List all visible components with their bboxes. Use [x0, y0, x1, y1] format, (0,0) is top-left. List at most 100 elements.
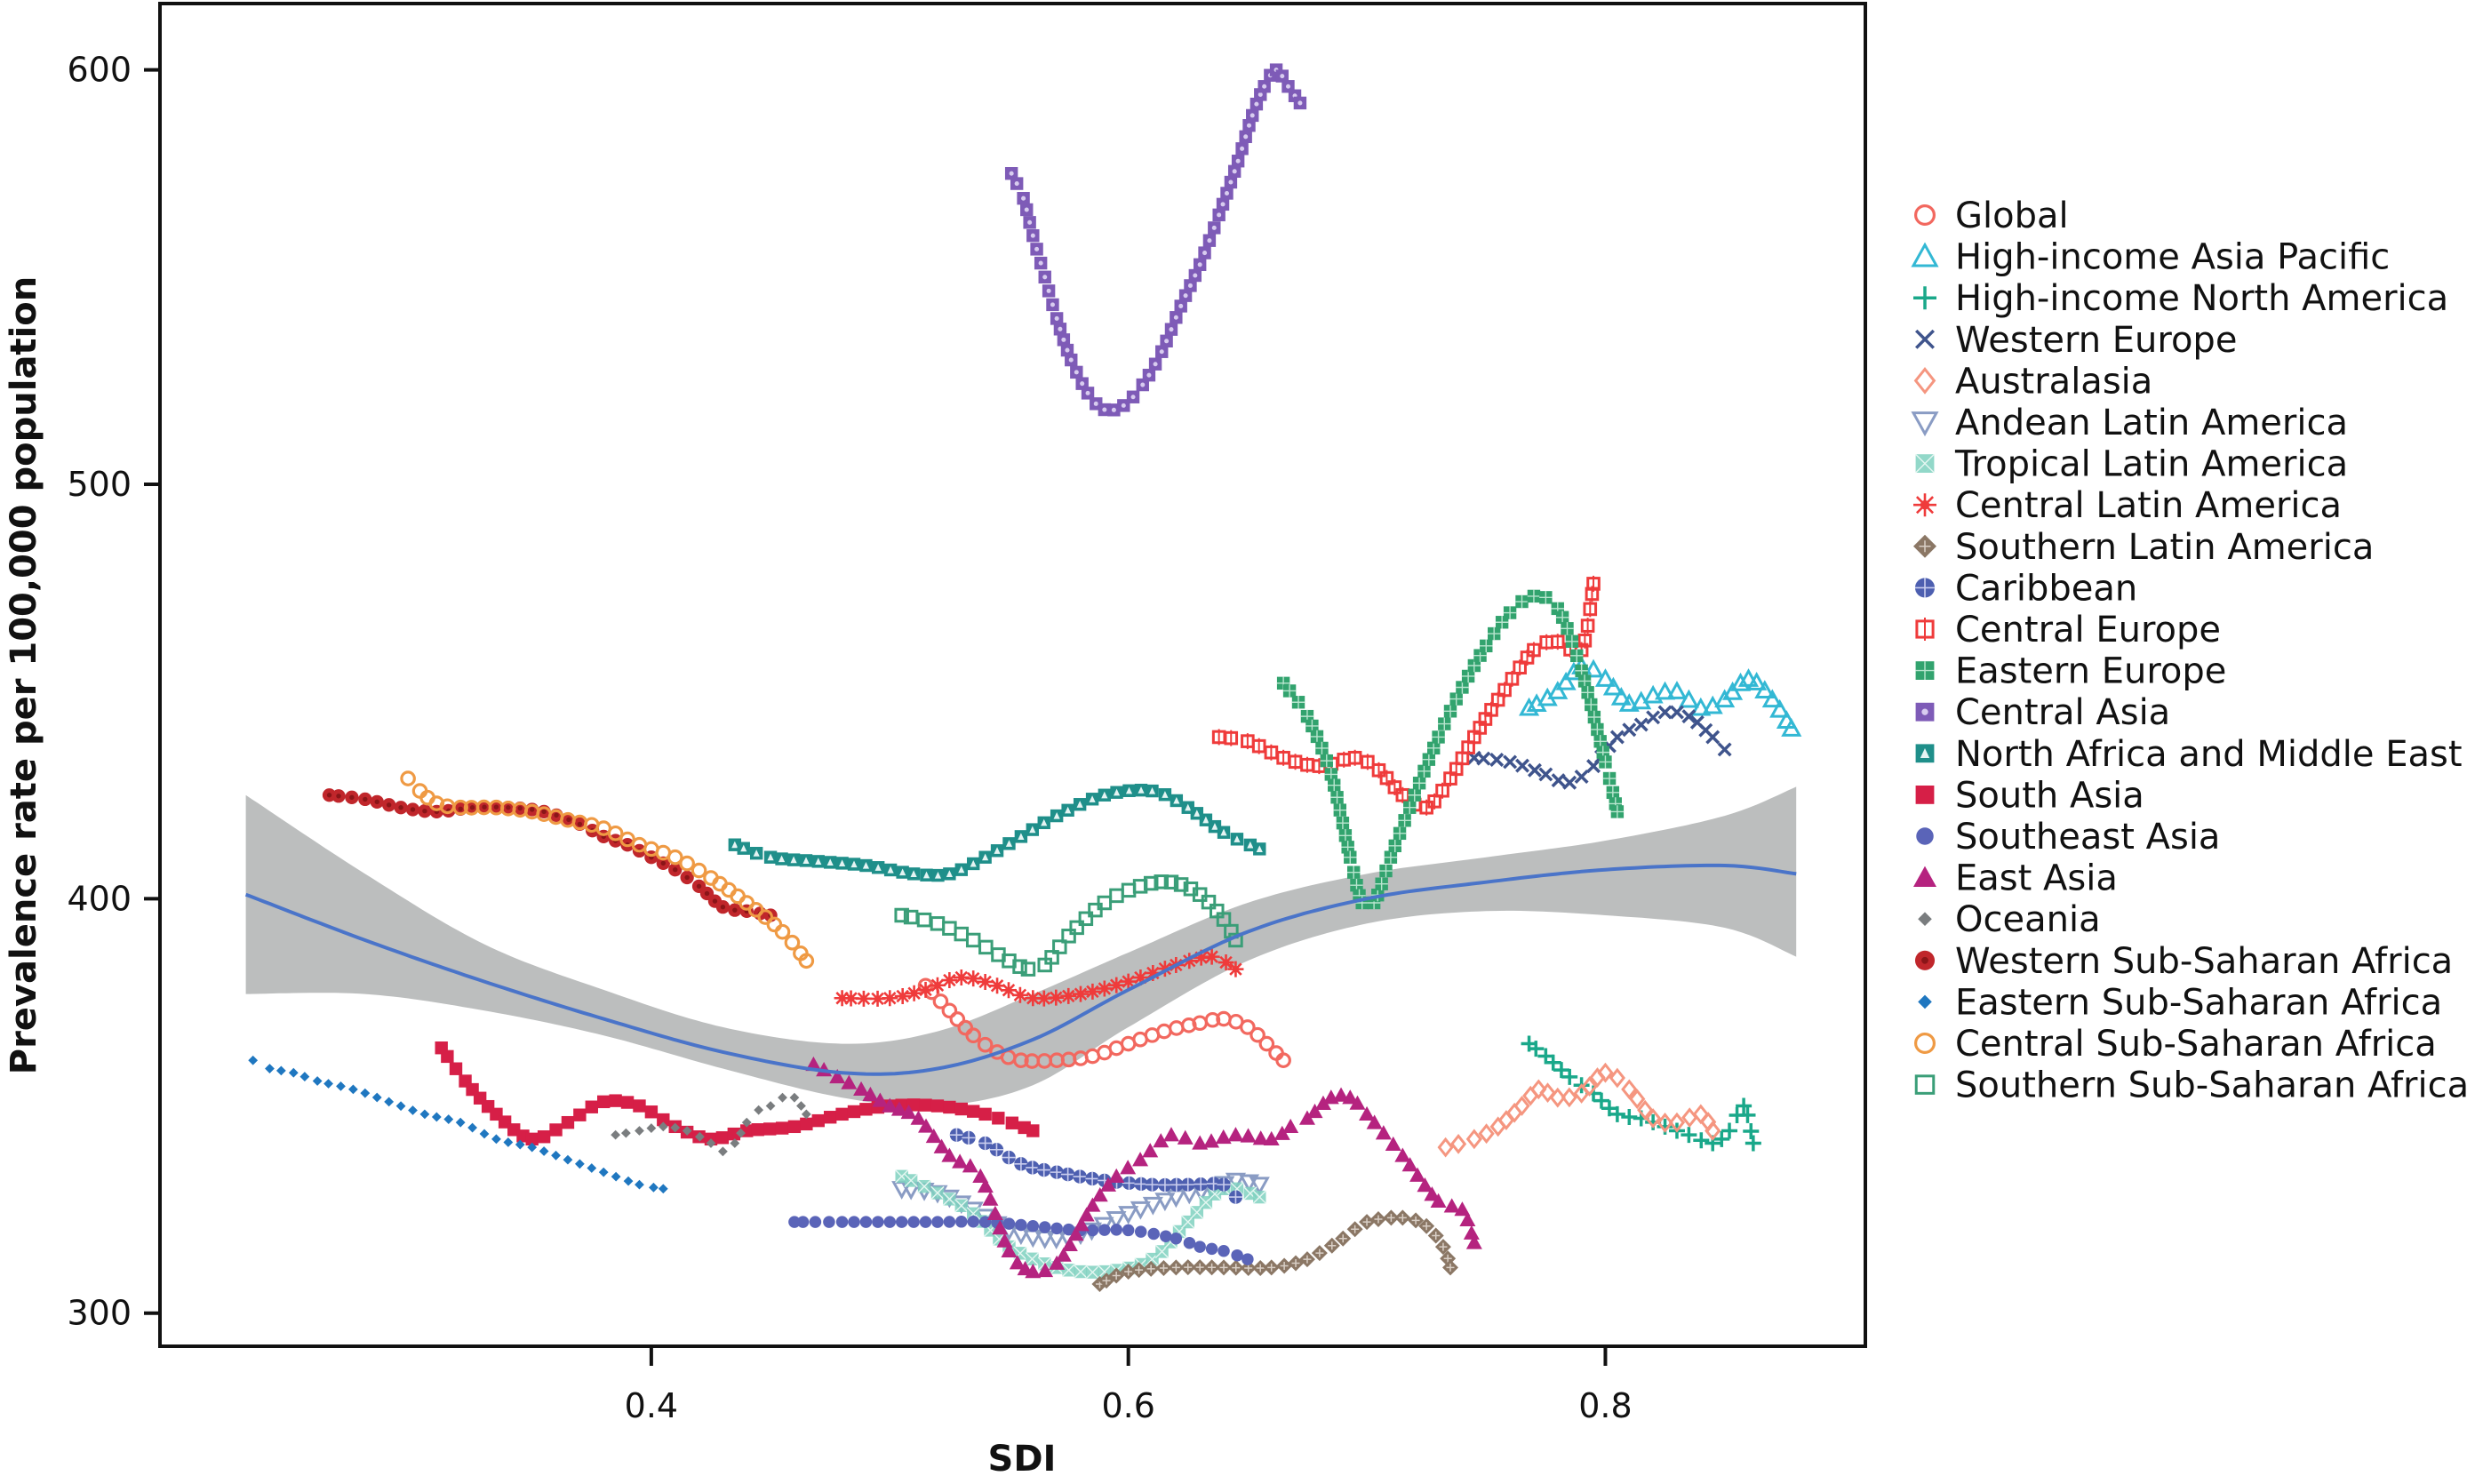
- data-point: [1346, 866, 1361, 879]
- data-point: [691, 862, 707, 879]
- data-point: [1235, 142, 1249, 156]
- data-point: [932, 993, 949, 1009]
- data-point: [1183, 1236, 1196, 1249]
- data-point: [400, 770, 416, 786]
- data-point: [1528, 1041, 1545, 1057]
- data-point: [1000, 982, 1017, 999]
- data-point: [515, 1139, 525, 1150]
- data-point: [1042, 284, 1056, 298]
- data-point: [1480, 639, 1493, 653]
- data-point: [800, 1117, 813, 1131]
- data-point: [957, 1019, 974, 1036]
- data-point: [1375, 877, 1388, 890]
- data-point: [1561, 622, 1574, 635]
- data-point: [1276, 1257, 1293, 1274]
- data-point: [949, 1011, 966, 1027]
- data-point: [1037, 1262, 1054, 1278]
- data-point: [796, 1101, 806, 1111]
- data-point: [620, 1128, 631, 1138]
- data-point: [657, 1113, 670, 1127]
- data-point: [1136, 378, 1149, 392]
- data-point: [1164, 323, 1178, 336]
- data-point: [778, 1092, 787, 1103]
- data-point: [848, 1216, 860, 1228]
- data-point: [1489, 753, 1505, 768]
- data-point: [1134, 1225, 1147, 1238]
- data-point: [801, 1109, 811, 1120]
- legend-label: South Asia: [1955, 775, 2144, 816]
- data-point: [1505, 670, 1520, 687]
- data-point: [882, 990, 898, 1007]
- data-point: [1666, 681, 1688, 699]
- data-point: [1562, 775, 1577, 790]
- data-point: [972, 1168, 989, 1183]
- data-point: [1342, 1089, 1359, 1105]
- data-point: [573, 1108, 587, 1121]
- data-point: [1193, 258, 1207, 272]
- legend-label: Andean Latin America: [1955, 403, 2348, 443]
- data-point: [799, 854, 813, 867]
- data-point: [1597, 1062, 1614, 1083]
- legend-marker-icon: [1915, 618, 1935, 641]
- data-point: [962, 1130, 976, 1145]
- data-point: [611, 1129, 621, 1140]
- data-point: [1228, 1190, 1243, 1204]
- data-point: [345, 790, 359, 804]
- data-point: [1198, 246, 1211, 259]
- data-point: [597, 1095, 611, 1109]
- data-point: [1160, 334, 1173, 347]
- data-point: [563, 1154, 573, 1165]
- data-point: [906, 867, 921, 881]
- data-point: [1393, 826, 1407, 841]
- data-point: [1769, 698, 1791, 718]
- data-point: [882, 1097, 898, 1113]
- data-point: [1173, 877, 1189, 892]
- data-point: [1476, 751, 1491, 766]
- data-point: [1134, 783, 1148, 797]
- data-point: [1427, 1227, 1444, 1244]
- data-point: [920, 868, 933, 882]
- data-point: [1069, 920, 1084, 936]
- data-point: [1739, 1106, 1756, 1123]
- legend-label: Global: [1955, 195, 2069, 236]
- data-point: [1314, 1095, 1331, 1110]
- data-point: [419, 1109, 430, 1120]
- data-point: [859, 1103, 873, 1116]
- data-point: [1020, 961, 1036, 977]
- data-point: [757, 909, 774, 925]
- legend-marker-icon: [1911, 242, 1939, 267]
- data-point: [1174, 299, 1187, 313]
- data-point: [1217, 1177, 1231, 1192]
- data-point: [1580, 618, 1595, 634]
- data-point: [358, 792, 372, 807]
- data-point: [1148, 357, 1162, 371]
- data-point: [1430, 1193, 1447, 1208]
- series-central-europe: [1211, 575, 1601, 816]
- data-point: [1722, 681, 1744, 700]
- data-point: [1060, 343, 1074, 357]
- data-point: [1132, 1152, 1149, 1167]
- data-point: [917, 1179, 931, 1193]
- data-point: [449, 1062, 463, 1075]
- data-point: [1118, 1206, 1139, 1225]
- data-point: [943, 867, 956, 881]
- data-point: [1034, 256, 1048, 270]
- series-east-asia: [805, 1056, 1482, 1279]
- data-point: [1349, 1095, 1366, 1110]
- data-point: [1061, 803, 1074, 817]
- data-point: [929, 977, 946, 993]
- data-point: [1086, 1224, 1099, 1237]
- y-tick-label: 400: [67, 879, 132, 918]
- data-point: [728, 903, 742, 917]
- data-point: [1162, 1127, 1179, 1142]
- data-point: [1388, 839, 1401, 853]
- data-point: [1293, 96, 1307, 110]
- data-point: [1142, 368, 1156, 382]
- data-point: [954, 1102, 968, 1116]
- data-point: [1333, 803, 1347, 817]
- data-point: [1743, 1123, 1760, 1140]
- data-point: [1060, 987, 1077, 1004]
- legend-marker-icon: [1918, 912, 1932, 926]
- series-global: [917, 977, 1291, 1069]
- data-point: [1282, 1118, 1299, 1134]
